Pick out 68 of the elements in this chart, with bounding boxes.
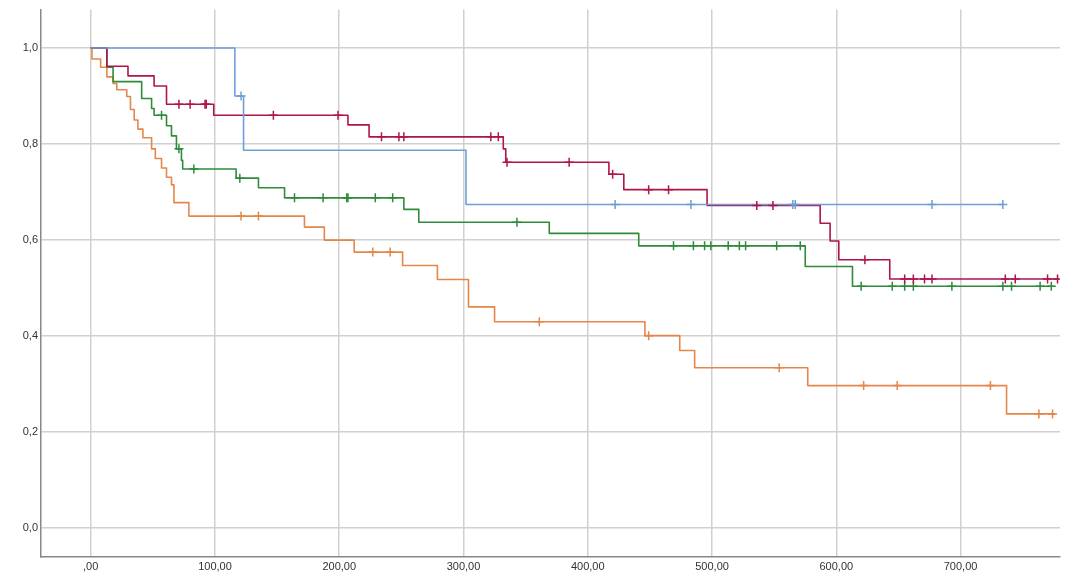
x-tick-label: 700,00 bbox=[943, 559, 978, 572]
point bbox=[173, 98, 185, 110]
point bbox=[370, 192, 381, 204]
x-tick-label: 400,00 bbox=[570, 559, 605, 572]
point bbox=[493, 131, 504, 143]
point bbox=[773, 362, 785, 374]
x-tick-label: 100,00 bbox=[198, 559, 232, 572]
point bbox=[253, 210, 264, 222]
point bbox=[184, 98, 196, 110]
point bbox=[289, 192, 300, 204]
point bbox=[609, 199, 621, 210]
point bbox=[771, 240, 782, 252]
point bbox=[173, 143, 185, 155]
point bbox=[1034, 280, 1046, 292]
point bbox=[511, 217, 523, 228]
point bbox=[926, 199, 938, 210]
point bbox=[387, 192, 398, 204]
point bbox=[367, 246, 379, 258]
point bbox=[317, 192, 329, 204]
x-tick-label: 200,00 bbox=[322, 559, 357, 572]
point bbox=[908, 273, 919, 285]
point bbox=[668, 240, 679, 252]
point bbox=[891, 380, 903, 391]
point bbox=[926, 273, 938, 285]
point bbox=[156, 109, 167, 121]
point bbox=[997, 280, 1009, 292]
point bbox=[795, 240, 806, 252]
point bbox=[235, 90, 247, 102]
point bbox=[1042, 273, 1053, 285]
y-tick-label: 0,8 bbox=[22, 137, 38, 150]
x-tick-label: 600,00 bbox=[819, 559, 854, 572]
point bbox=[1047, 408, 1058, 420]
x-tick-label: 500,00 bbox=[695, 559, 729, 572]
point bbox=[685, 199, 697, 210]
point bbox=[1046, 280, 1057, 292]
point bbox=[1010, 273, 1021, 285]
point bbox=[705, 240, 717, 252]
point bbox=[563, 157, 575, 168]
x-tick-label: 300,00 bbox=[446, 559, 481, 572]
y-tick-label: 1,0 bbox=[22, 41, 38, 54]
point bbox=[1006, 280, 1017, 292]
point bbox=[1000, 273, 1011, 285]
point bbox=[376, 131, 387, 143]
y-tick-label: 0,2 bbox=[22, 425, 38, 438]
point bbox=[688, 240, 699, 252]
point bbox=[188, 163, 200, 175]
point bbox=[740, 240, 751, 252]
point bbox=[886, 280, 898, 292]
point bbox=[501, 157, 513, 168]
point bbox=[485, 131, 497, 143]
point bbox=[1033, 408, 1045, 420]
point bbox=[235, 210, 247, 222]
point bbox=[767, 200, 779, 211]
point bbox=[997, 199, 1009, 210]
point bbox=[751, 200, 763, 211]
y-tick-label: 0,6 bbox=[22, 233, 38, 246]
y-tick-label: 0,0 bbox=[22, 521, 38, 534]
point bbox=[859, 254, 871, 266]
x-tick-label: ,00 bbox=[83, 559, 99, 572]
point bbox=[855, 280, 867, 292]
point bbox=[332, 109, 344, 121]
point bbox=[899, 273, 910, 285]
point bbox=[268, 109, 279, 121]
point bbox=[722, 240, 734, 252]
point bbox=[946, 280, 958, 292]
point bbox=[234, 172, 246, 184]
y-tick-label: 0,4 bbox=[22, 329, 38, 342]
point bbox=[384, 246, 396, 258]
